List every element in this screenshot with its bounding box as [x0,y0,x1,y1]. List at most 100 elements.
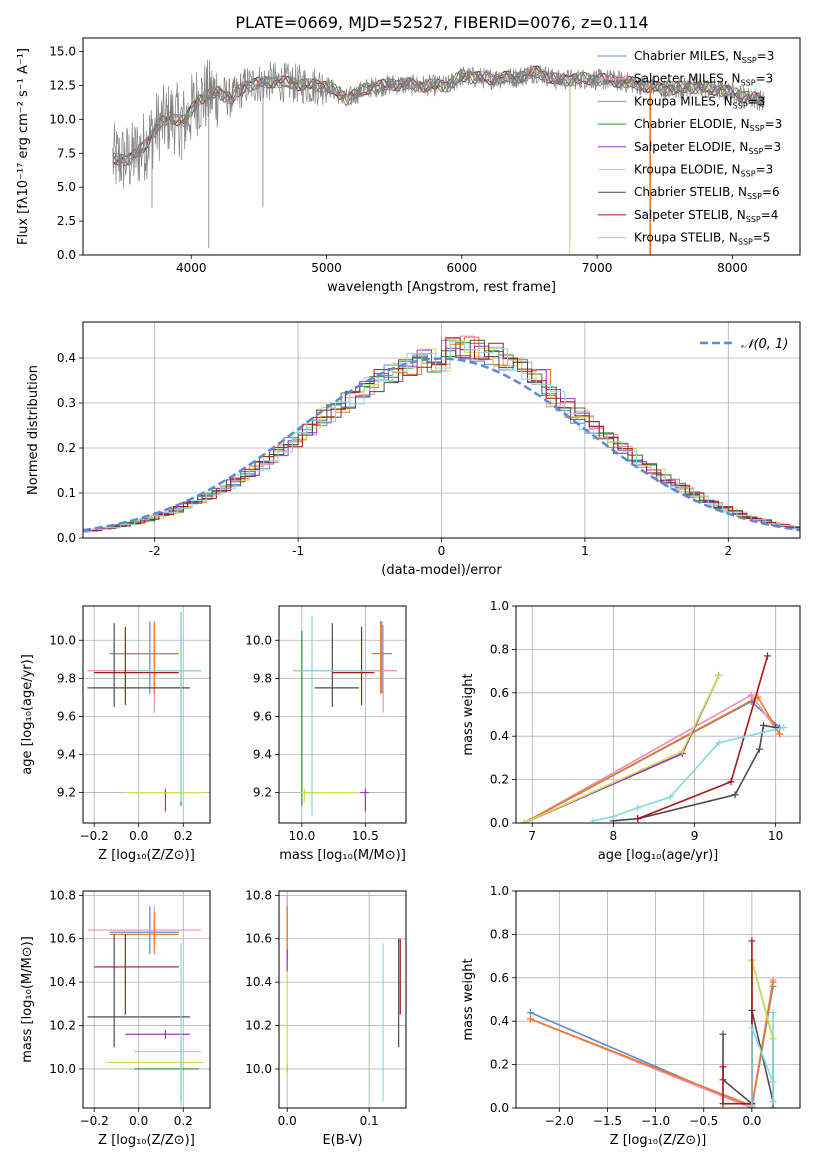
x-tick-label: 1 [581,544,589,558]
x-tick-label: 6000 [447,261,478,275]
spectrum-panel: 4000 5000 6000 7000 8000 0.0 2.5 5.0 7.5 10.0 12.5… [16,37,801,295]
x-tick-label: −0.2 [80,1114,109,1128]
mass-weight-line [722,940,753,1105]
x-tick-label: 10.0 [289,829,316,843]
legend-label-main: Chabrier STELIB, N [634,185,747,199]
y-tick-label: 0.0 [490,816,509,830]
y-axis-label: age [log₁₀(age/yr)] [20,654,35,775]
axes-frame [278,890,407,1109]
y-tick-label: 0.4 [490,1014,509,1028]
legend-label-suffix: =3 [763,140,781,154]
legend-label-sub: SSP [746,215,761,224]
legend-label-sub: SSP [741,170,756,179]
mass-weight-line [523,696,781,823]
legend-label: Salpeter MILES, NSSP=3 [634,72,773,88]
legend-label-main: Salpeter STELIB, N [634,208,746,222]
x-tick-label: 10 [768,829,783,843]
y-tick-label: 0.8 [490,927,509,941]
x-tick-label: 9 [691,829,699,843]
x-tick-label: 0.2 [174,1114,193,1128]
mass-weight-line [592,726,784,822]
axes-frame [82,890,211,1109]
y-tick-label: 0.8 [490,642,509,656]
y-tick-label: 10.0 [49,633,76,647]
mass-weight-line [523,675,720,823]
y-tick-label: 0.3 [57,396,76,410]
x-tick-label: 4000 [176,261,207,275]
x-axis-label: wavelength [Angstrom, rest frame] [327,280,556,295]
x-tick-label: 8 [610,829,618,843]
y-tick-label: 0.1 [57,486,76,500]
y-tick-label: 0.4 [57,351,76,365]
mass-weight-line [523,675,720,823]
legend-label-suffix: =3 [748,94,766,108]
mass-weight-line [637,655,769,820]
x-tick-label: 7 [528,829,536,843]
plot-area [83,335,800,534]
mass-weight-line [530,986,774,1108]
x-tick-label: 0.0 [278,1114,297,1128]
legend-label-sub: SSP [748,147,763,156]
x-tick-label: 0 [438,544,446,558]
y-axis-label: mass [log₁₀(M/M⊙)] [20,936,35,1063]
legend-label: Chabrier MILES, NSSP=3 [634,49,774,65]
legend-label-sub: SSP [742,56,757,65]
x-axis-label: (data-model)/error [381,563,502,578]
x-axis-label: mass [log₁₀(M/M⊙)] [279,848,406,863]
legend-label-sub: SSP [747,192,762,201]
y-tick-label: 9.6 [253,709,272,723]
x-tick-label: −2.0 [545,1114,574,1128]
mass-weight-line [530,979,774,1108]
y-tick-label: 12.5 [49,78,76,92]
legend-label: Kroupa ELODIE, NSSP=3 [634,163,773,179]
plot-area [87,611,206,812]
legend-label: Salpeter STELIB, NSSP=4 [634,208,778,224]
y-tick-label: 10.6 [49,932,76,946]
y-axis-label: Flux [fλ10⁻¹⁷ erg cm⁻² s⁻¹ A⁻¹] [16,48,31,245]
legend-label-suffix: =3 [757,49,775,63]
mass-vs-extinction-panel: 0.0 0.1 10.0 10.2 10.4 10.6 10.8 E(B-V) [245,888,407,1148]
y-tick-label: 10.2 [245,1019,272,1033]
x-tick-label: 0.0 [129,829,148,843]
x-tick-label: 10.5 [352,829,379,843]
mass-weight-line [523,675,720,823]
y-tick-label: 10.0 [49,112,76,126]
y-tick-label: 9.2 [57,786,76,800]
legend-label-main: Salpeter ELODIE, N [634,140,748,154]
y-tick-label: 0.0 [57,248,76,262]
y-tick-label: 0.2 [490,1058,509,1072]
legend-label-main: Kroupa MILES, N [634,94,733,108]
y-tick-label: 9.4 [253,747,272,761]
y-axis-label: mass weight [461,673,476,755]
y-tick-label: 1.0 [490,599,509,613]
legend-label-main: Kroupa STELIB, N [634,231,738,245]
axes-frame [82,37,801,256]
plot-area [286,895,401,1102]
legend-label-sub: SSP [733,101,748,110]
x-tick-label: 0.2 [174,829,193,843]
legend-label-suffix: =3 [756,72,774,86]
y-tick-label: 0.6 [490,971,509,985]
y-tick-label: 9.2 [253,786,272,800]
x-tick-label: −0.5 [689,1114,718,1128]
legend-label-main: Chabrier ELODIE, N [634,117,750,131]
legend-label-main: Chabrier MILES, N [634,49,742,63]
y-tick-label: 10.0 [49,1062,76,1076]
x-tick-label: 8000 [717,261,748,275]
x-tick-label: 0.0 [742,1114,761,1128]
y-tick-label: 10.2 [49,1019,76,1033]
y-tick-label: 0.2 [490,773,509,787]
age-vs-metallicity-panel: −0.2 0.0 0.2 9.2 9.4 9.6 9.8 10.0 Z [log₁₀(Z/Z⊙)… [20,605,211,863]
legend-label-suffix: =6 [762,185,780,199]
y-tick-label: 1.0 [490,884,509,898]
plot-area [112,59,766,255]
plot-area [87,906,204,1106]
axes-frame [515,605,801,824]
y-tick-label: 9.4 [57,747,76,761]
age-vs-mass-panel: 10.0 10.5 9.2 9.4 9.6 9.8 10.0 mass [log₁₀(M/M⊙… [245,605,407,863]
mass-weight-line [530,981,774,1107]
y-tick-label: 0.6 [490,686,509,700]
y-axis-label: mass weight [461,958,476,1040]
